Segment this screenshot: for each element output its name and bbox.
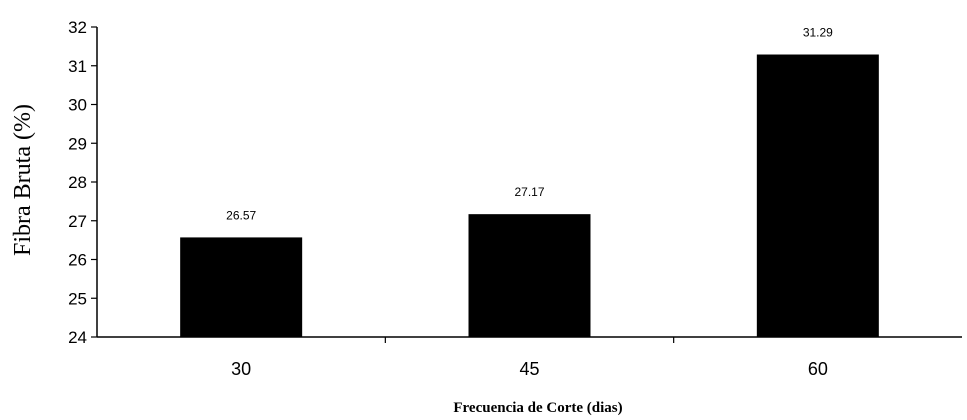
data-label-45: 27.17	[514, 185, 544, 199]
y-tick-label: 26	[68, 251, 87, 270]
y-axis-title: Fibra Bruta (%)	[10, 104, 36, 256]
bar-30	[180, 237, 303, 337]
y-tick-label: 27	[68, 212, 87, 231]
y-tick-label: 24	[68, 328, 87, 347]
y-tick-label: 30	[68, 96, 87, 115]
y-tick-label: 25	[68, 289, 87, 308]
bars-group	[180, 54, 879, 337]
y-tick-label: 31	[68, 57, 87, 76]
bar-45	[468, 214, 591, 337]
y-tick-label: 28	[68, 173, 87, 192]
x-axis-ticks: 30 45 60	[231, 337, 828, 379]
y-tick-label: 29	[68, 134, 87, 153]
data-labels-group: 26.57 27.17 31.29	[226, 26, 833, 223]
data-label-30: 26.57	[226, 208, 256, 222]
x-tick-label-60: 60	[808, 359, 828, 379]
data-label-60: 31.29	[803, 26, 833, 40]
x-tick-label-30: 30	[231, 359, 251, 379]
x-axis-title: Frecuencia de Corte (dias)	[453, 400, 622, 416]
x-tick-label-45: 45	[519, 359, 539, 379]
y-tick-label: 32	[68, 18, 87, 37]
y-axis-ticks: 24 25 26 27 28 29 30 31 32	[68, 18, 97, 347]
bar-60	[756, 54, 879, 337]
